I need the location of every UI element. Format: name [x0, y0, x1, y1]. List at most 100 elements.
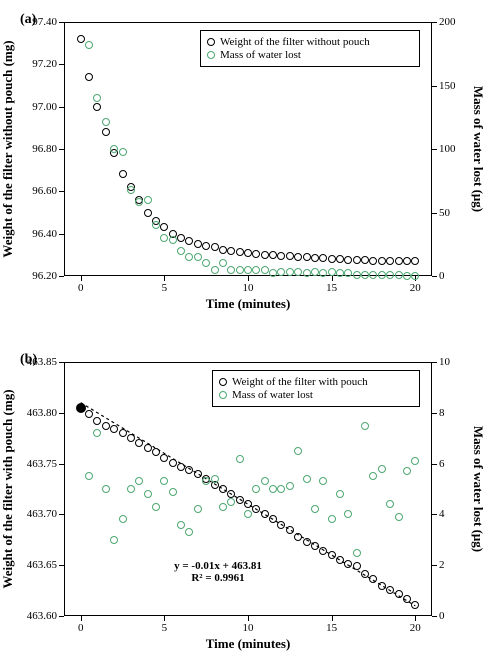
weight-marker [119, 429, 127, 437]
mass_lost-marker [135, 198, 143, 206]
mass_lost-marker [386, 271, 394, 279]
y-left-tick-label: 463.70 [27, 508, 57, 520]
weight-marker [119, 170, 127, 178]
mass_lost-marker [144, 196, 152, 204]
weight-marker [102, 128, 110, 136]
weight-marker [252, 250, 260, 258]
mass_lost-marker [336, 269, 344, 277]
mass_lost-marker [93, 94, 101, 102]
legend-row: Weight of the filter with pouch [219, 376, 413, 388]
y-left-axis-label-a: Weight of the filter without pouch (mg) [0, 40, 16, 257]
mass_lost-marker [403, 272, 411, 280]
legend-row: Mass of water lost [207, 49, 413, 61]
mass_lost-marker [277, 485, 285, 493]
mass_lost-marker [261, 266, 269, 274]
y-left-tick-label: 463.75 [27, 458, 57, 470]
x-tick-label: 15 [326, 622, 337, 634]
mass_lost-marker [102, 118, 110, 126]
legend-row: Weight of the filter without pouch [207, 36, 413, 48]
weight-marker [135, 439, 143, 447]
y-right-tick-label: 100 [439, 143, 456, 155]
y-left-tick-label: 97.40 [32, 16, 57, 28]
y-left-tick [59, 64, 64, 65]
mass_lost-marker [303, 269, 311, 277]
weight-marker [252, 505, 260, 513]
x-tick-label: 15 [326, 282, 337, 294]
y-right-tick [432, 413, 437, 414]
weight-marker [361, 256, 369, 264]
weight-marker [144, 444, 152, 452]
x-tick [164, 276, 165, 281]
y-left-tick-label: 97.00 [32, 101, 57, 113]
x-tick-label: 20 [410, 282, 421, 294]
mass_lost-marker [378, 465, 386, 473]
y-left-tick [59, 22, 64, 23]
mass_lost-marker [169, 488, 177, 496]
weight-marker [353, 562, 361, 570]
mass_lost-marker [244, 510, 252, 518]
weight-marker [328, 255, 336, 263]
x-axis-label-a: Time (minutes) [206, 296, 291, 312]
weight-marker [269, 251, 277, 259]
weight-marker [177, 463, 185, 471]
weight-marker [177, 234, 185, 242]
mass_lost-marker [194, 505, 202, 513]
weight-marker [219, 485, 227, 493]
legend-marker-icon [207, 38, 215, 46]
mass_lost-marker [177, 521, 185, 529]
mass_lost-marker [277, 268, 285, 276]
mass_lost-marker [152, 221, 160, 229]
legend-label: Weight of the filter with pouch [232, 376, 368, 388]
y-left-tick-label: 463.80 [27, 407, 57, 419]
mass_lost-marker [127, 485, 135, 493]
weight-marker [85, 410, 93, 418]
mass_lost-marker [152, 503, 160, 511]
mass_lost-marker [211, 475, 219, 483]
legend-marker-icon [207, 51, 215, 59]
y-right-tick-label: 0 [439, 610, 445, 622]
y-right-axis-label-b: Mass of water lost (μg) [470, 426, 486, 552]
mass_lost-marker [411, 272, 419, 280]
mass_lost-marker [336, 490, 344, 498]
y-left-tick [59, 149, 64, 150]
y-left-tick-label: 96.20 [32, 270, 57, 282]
mass_lost-marker [185, 528, 193, 536]
weight-marker [303, 538, 311, 546]
mass_lost-marker [85, 41, 93, 49]
y-right-tick [432, 565, 437, 566]
mass_lost-marker [361, 271, 369, 279]
weight-marker [261, 510, 269, 518]
y-right-tick [432, 22, 437, 23]
mass_lost-marker [110, 536, 118, 544]
mass_lost-marker [369, 472, 377, 480]
mass_lost-marker [261, 477, 269, 485]
x-tick-label: 0 [78, 622, 84, 634]
x-tick [415, 616, 416, 621]
y-left-tick-label: 96.40 [32, 228, 57, 240]
mass_lost-marker [353, 271, 361, 279]
weight-marker [194, 470, 202, 478]
y-right-tick-label: 200 [439, 16, 456, 28]
y-left-tick-label: 463.85 [27, 356, 57, 368]
mass_lost-marker [286, 482, 294, 490]
x-tick [81, 616, 82, 621]
mass_lost-marker [319, 269, 327, 277]
y-right-tick [432, 464, 437, 465]
weight-marker [185, 466, 193, 474]
weight-marker [403, 595, 411, 603]
weight-marker [169, 459, 177, 467]
y-right-tick-label: 50 [439, 207, 450, 219]
mass_lost-marker [110, 145, 118, 153]
mass_lost-marker [85, 472, 93, 480]
mass_lost-marker [169, 236, 177, 244]
y-right-tick-label: 2 [439, 559, 445, 571]
y-right-tick [432, 149, 437, 150]
weight-marker [144, 209, 152, 217]
y-right-axis-label-a: Mass of water lost (μg) [470, 86, 486, 212]
mass_lost-marker [227, 498, 235, 506]
mass_lost-marker [211, 266, 219, 274]
weight-marker [336, 255, 344, 263]
weight-marker [403, 257, 411, 265]
mass_lost-marker [236, 266, 244, 274]
mass_lost-marker [311, 505, 319, 513]
